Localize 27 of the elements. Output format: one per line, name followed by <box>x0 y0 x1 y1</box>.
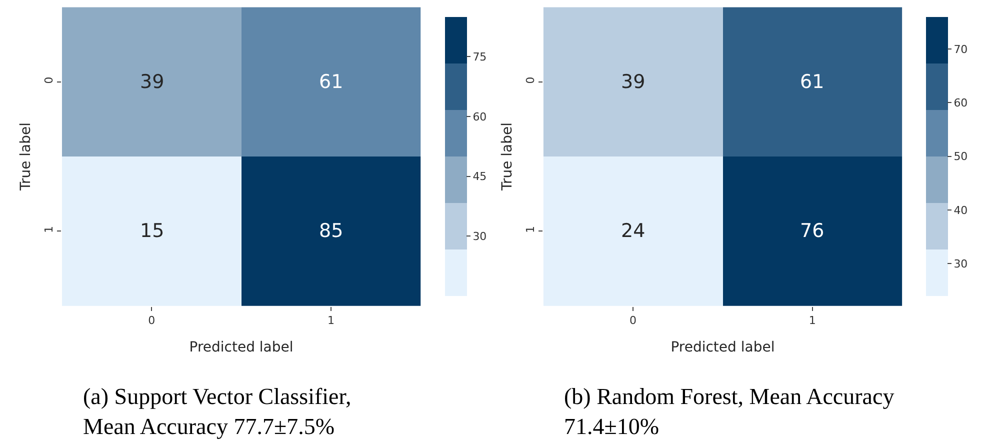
color-bar-label: 30 <box>472 230 487 243</box>
color-bar-label: 50 <box>954 150 968 164</box>
color-bar-label: 60 <box>954 96 968 110</box>
x-axis-title: Predicted label <box>189 339 294 356</box>
x-tick-label: 1 <box>808 314 816 328</box>
y-axis-title: True label <box>500 122 516 192</box>
data-label: 39 <box>621 71 646 93</box>
data-label: 15 <box>140 220 164 242</box>
data-label: 85 <box>319 220 344 242</box>
color-bar-label: 45 <box>472 170 487 184</box>
x-tick-label: 1 <box>327 314 334 328</box>
x-tick-label: 0 <box>630 314 637 328</box>
color-bar-label: 40 <box>954 204 968 217</box>
data-label: 61 <box>319 71 344 93</box>
x-axis-title: Predicted label <box>670 339 775 356</box>
data-label: 76 <box>800 220 824 242</box>
color-bar-label: 75 <box>472 50 487 64</box>
data-label: 24 <box>621 220 646 242</box>
color-bar-label: 70 <box>954 42 968 56</box>
y-axis-title: True label <box>18 122 34 192</box>
data-label: 39 <box>140 71 164 93</box>
color-bar-label: 30 <box>954 258 968 270</box>
data-label: 61 <box>800 71 824 93</box>
text: (b) Random Forest, Mean Accuracy 71.4±10% <box>564 384 895 439</box>
color-bar-label: 60 <box>472 110 487 124</box>
text: (a) Support Vector Classifier, Mean Accuracy 77.7±7.5% <box>83 384 352 439</box>
x-tick-label: 0 <box>148 314 156 328</box>
